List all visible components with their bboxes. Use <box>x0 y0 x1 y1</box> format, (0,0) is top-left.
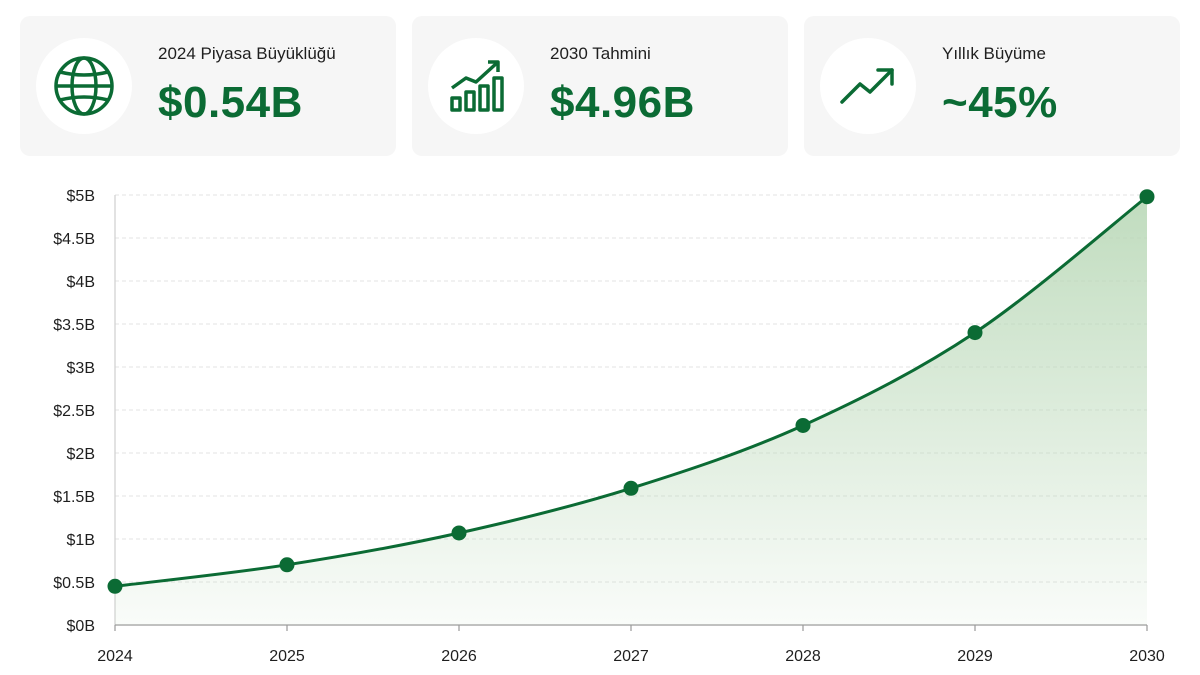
y-tick-label: $3.5B <box>53 317 95 334</box>
y-tick-label: $0.5B <box>53 575 95 592</box>
stat-cards: 2024 Piyasa Büyüklüğü $0.54B 2030 Tahmin… <box>20 16 1180 156</box>
market-growth-chart: $0B $0.5B $1B $1.5B $2B $2.5B $3B $3.5B $4B $4.5B… <box>53 188 1165 665</box>
stat-label: Yıllık Büyüme <box>942 44 1046 63</box>
bar-chart-growth-icon <box>428 38 524 134</box>
y-tick-label: $1.5B <box>53 489 95 506</box>
y-tick-label: $5B <box>67 188 95 205</box>
x-tick-label: 2030 <box>1129 648 1165 665</box>
x-tick-label: 2025 <box>269 648 305 665</box>
stat-card-market-size: 2024 Piyasa Büyüklüğü $0.54B <box>20 16 396 156</box>
stat-card-annual-growth: Yıllık Büyüme ~45% <box>804 16 1180 156</box>
stat-label: 2030 Tahmini <box>550 44 651 63</box>
stat-card-forecast: 2030 Tahmini $4.96B <box>412 16 788 156</box>
y-tick-label: $1B <box>67 532 95 549</box>
stat-value: $0.54B <box>158 78 303 127</box>
data-point <box>279 557 295 573</box>
stat-value: $4.96B <box>550 78 695 127</box>
x-tick-label: 2024 <box>97 648 133 665</box>
y-tick-label: $4B <box>67 274 95 291</box>
y-tick-label: $2B <box>67 446 95 463</box>
data-point <box>967 325 983 341</box>
data-point <box>795 417 811 433</box>
stat-label: 2024 Piyasa Büyüklüğü <box>158 44 336 63</box>
x-tick-label: 2028 <box>785 648 821 665</box>
y-tick-label: $3B <box>67 360 95 377</box>
x-tick-label: 2026 <box>441 648 477 665</box>
series-area <box>115 196 1147 625</box>
y-tick-label: $2.5B <box>53 403 95 420</box>
stat-value: ~45% <box>942 78 1058 127</box>
x-tick-label: 2027 <box>613 648 649 665</box>
data-point <box>1139 189 1155 205</box>
y-tick-label: $0B <box>67 618 95 635</box>
trend-up-icon <box>820 38 916 134</box>
data-point <box>107 578 123 594</box>
globe-icon <box>36 38 132 134</box>
y-tick-label: $4.5B <box>53 231 95 248</box>
data-point <box>451 525 467 541</box>
x-tick-label: 2029 <box>957 648 993 665</box>
data-point <box>623 480 639 496</box>
